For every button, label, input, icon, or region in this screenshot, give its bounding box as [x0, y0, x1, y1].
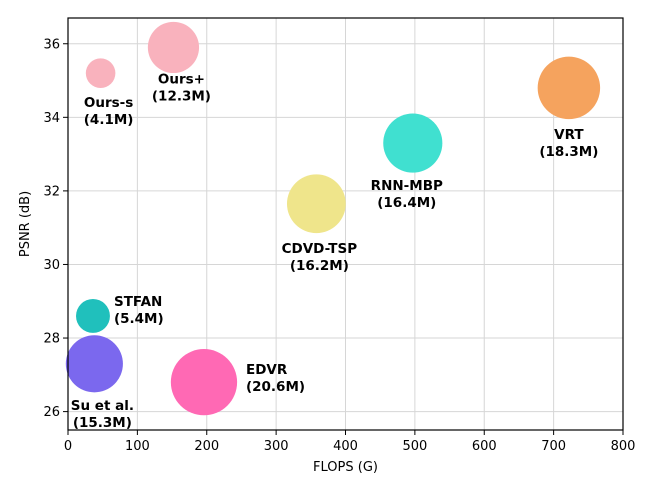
- point-label: RNN-MBP (16.4M): [371, 178, 443, 211]
- point-label-name: VRT: [554, 127, 584, 143]
- bubble-edvr: [170, 349, 238, 416]
- point-label: Ours+ (12.3M): [152, 71, 211, 104]
- bubble-su-et-al-: [65, 335, 123, 393]
- bubble-ours-s: [85, 58, 116, 88]
- y-tick-label: 36: [43, 37, 60, 52]
- bubble-stfan: [76, 299, 110, 333]
- point-label-name: Ours-s: [84, 95, 133, 111]
- point-label: Ours-s (4.1M): [84, 95, 134, 128]
- point-label-name: CDVD-TSP: [282, 241, 358, 257]
- bubbles: [65, 21, 601, 416]
- y-tick-label: 28: [43, 332, 60, 347]
- y-tick-label: 26: [43, 405, 60, 420]
- x-tick-label: 100: [125, 439, 150, 454]
- point-label: Su et al. (15.3M): [71, 398, 134, 431]
- point-label-params: (5.4M): [114, 311, 164, 327]
- x-tick-label: 300: [264, 439, 289, 454]
- point-label: STFAN (5.4M): [114, 294, 164, 327]
- axis-ticks: 0 100 200 300 400 500 600 700 800 26 28 30 32 34 36: [43, 37, 635, 454]
- x-tick-label: 800: [611, 439, 636, 454]
- bubble-cdvd-tsp: [286, 174, 346, 234]
- x-tick-label: 200: [194, 439, 219, 454]
- x-tick-label: 500: [402, 439, 427, 454]
- y-tick-label: 32: [43, 184, 60, 199]
- point-label-params: (18.3M): [539, 144, 598, 160]
- point-label-name: STFAN: [114, 294, 162, 310]
- point-label-params: (4.1M): [84, 112, 134, 128]
- point-label-name: Su et al.: [71, 398, 134, 414]
- point-label: CDVD-TSP (16.2M): [282, 241, 358, 274]
- point-label: VRT (18.3M): [539, 127, 598, 160]
- bubble-ours-: [147, 21, 200, 74]
- point-label: EDVR (20.6M): [246, 362, 305, 395]
- x-tick-label: 0: [64, 439, 72, 454]
- point-label-params: (15.3M): [73, 415, 132, 431]
- point-label-name: Ours+: [158, 71, 205, 87]
- point-label-name: EDVR: [246, 362, 288, 378]
- x-axis-label: FLOPS (G): [313, 460, 378, 475]
- bubble-rnn-mbp: [383, 113, 443, 173]
- point-labels: Ours-s (4.1M) Ours+ (12.3M) VRT (18.3M) RNN-MB…: [71, 71, 599, 430]
- point-label-params: (12.3M): [152, 88, 211, 104]
- y-tick-label: 30: [43, 258, 60, 273]
- bubble-vrt: [537, 56, 601, 120]
- x-tick-label: 400: [333, 439, 358, 454]
- point-label-name: RNN-MBP: [371, 178, 443, 194]
- grid: [67, 18, 624, 430]
- x-tick-label: 600: [472, 439, 497, 454]
- point-label-params: (20.6M): [246, 379, 305, 395]
- x-tick-label: 700: [541, 439, 566, 454]
- point-label-params: (16.2M): [290, 258, 349, 274]
- y-tick-label: 34: [43, 111, 60, 126]
- point-label-params: (16.4M): [377, 195, 436, 211]
- y-axis-label: PSNR (dB): [18, 191, 33, 257]
